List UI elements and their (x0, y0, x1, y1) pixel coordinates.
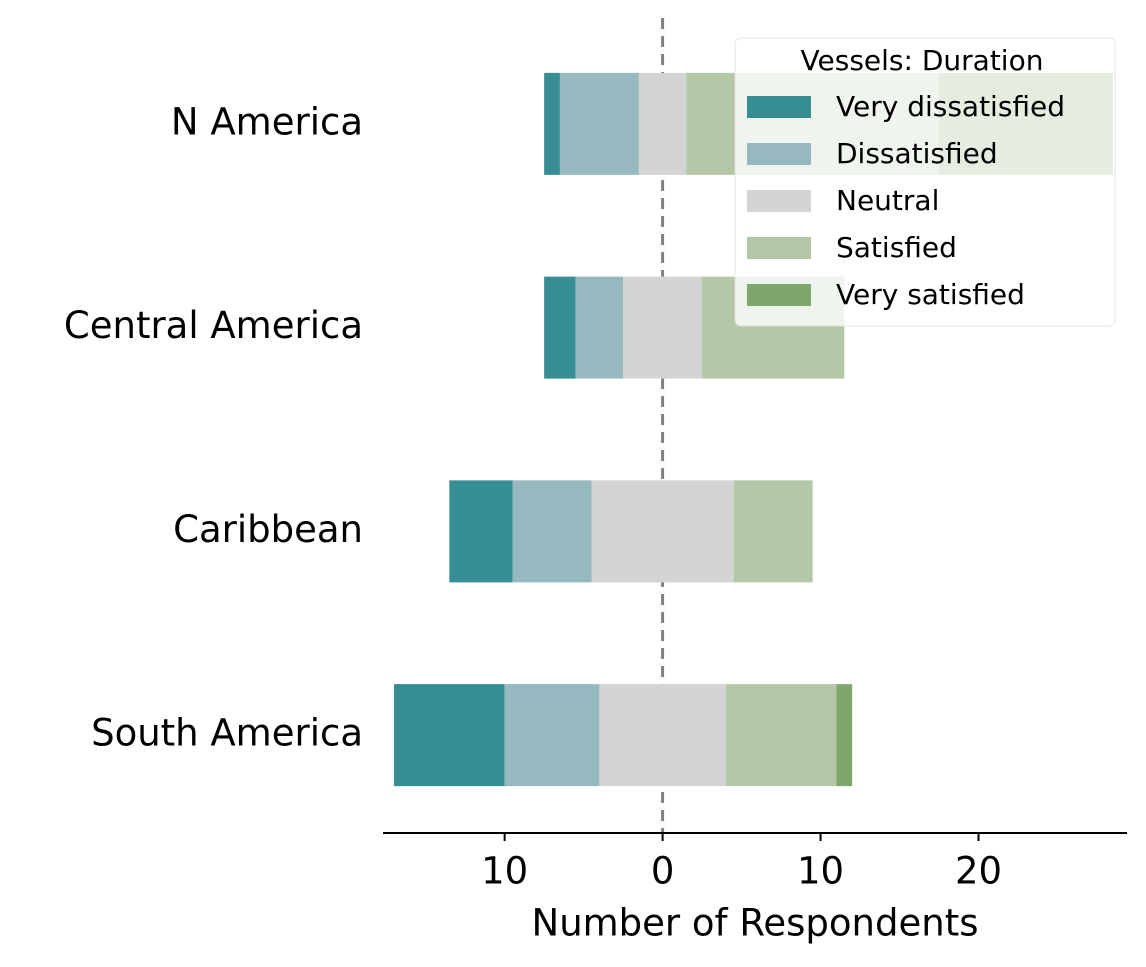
bar-segment (623, 276, 703, 379)
legend: Vessels: Duration Very dissatisfied Dissat… (734, 37, 1116, 327)
legend-swatch (747, 237, 811, 259)
bar-segment (638, 72, 687, 175)
bar-segment (591, 480, 734, 583)
x-tick-label: 0 (651, 850, 675, 893)
y-tick-label: South America (91, 712, 363, 755)
bar-segment (575, 276, 624, 379)
bar-segment (725, 684, 837, 787)
bar-segment (836, 684, 853, 787)
y-tick-label: Caribbean (173, 508, 363, 551)
bar-segment (504, 684, 600, 787)
legend-label: Very dissatisfied (836, 90, 1065, 123)
x-tick-label: 10 (481, 850, 528, 893)
bar-segment (733, 480, 813, 583)
bar-segment (544, 72, 560, 175)
bar-segment (599, 684, 726, 787)
legend-box (734, 37, 1116, 327)
y-tick-label: Central America (64, 304, 363, 347)
x-tick-label: 10 (797, 850, 844, 893)
legend-title: Vessels: Duration (801, 44, 1044, 77)
y-tick-label: N America (171, 100, 363, 143)
bar-segment (559, 72, 639, 175)
x-axis-label: Number of Respondents (532, 902, 979, 945)
legend-swatch (747, 190, 811, 212)
bar-segment (512, 480, 592, 583)
bar-segment (449, 480, 513, 583)
legend-swatch (747, 96, 811, 118)
x-tick-label: 20 (955, 850, 1002, 893)
legend-label: Satisfied (836, 231, 957, 264)
bar-segment (394, 684, 505, 787)
legend-label: Very satisfied (836, 278, 1025, 311)
legend-swatch (747, 143, 811, 165)
legend-swatch (747, 284, 811, 306)
legend-label: Neutral (836, 184, 939, 217)
legend-label: Dissatisfied (836, 137, 998, 170)
bar-segment (544, 276, 576, 379)
